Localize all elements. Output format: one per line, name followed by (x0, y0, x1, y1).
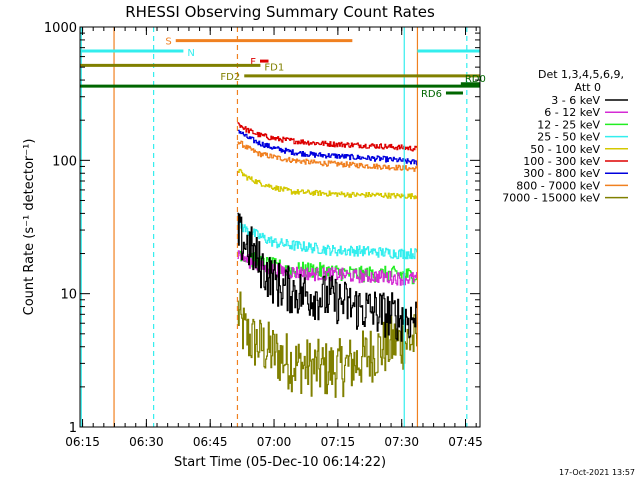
chart-title: RHESSI Observing Summary Count Rates (125, 3, 435, 21)
legend-header-line-2: Att 0 (575, 81, 601, 94)
series-50-to-100kev (237, 168, 418, 200)
flag-label-rd6: RD6 (421, 89, 442, 100)
x-axis-label: Start Time (05-Dec-10 06:14:22) (174, 455, 386, 470)
axes: 06:15 06:30 06:45 07:00 07:15 07:30 07:45 1 10 10… (44, 21, 483, 449)
x-tick-label: 07:45 (448, 435, 483, 449)
series-25-to-50kev (237, 218, 418, 260)
legend-label: 3 - 6 keV (551, 94, 600, 107)
plot-frame (79, 26, 481, 428)
legend-label: 800 - 7000 keV (516, 179, 600, 192)
legend-label: 6 - 12 keV (544, 106, 600, 119)
series-800-to-7000kev (237, 140, 418, 172)
x-tick-label: 07:15 (321, 435, 356, 449)
y-tick-label: 1 (69, 421, 77, 436)
flag-bars: S N F FD1 FD2 RD6 RD0 (80, 37, 486, 100)
x-tick-label: 07:00 (257, 435, 292, 449)
legend-header-line-1: Det 1,3,4,5,6,9, (538, 68, 624, 81)
legend-label: 12 - 25 keV (537, 118, 600, 131)
flag-label-f: F (250, 57, 256, 68)
x-tick-label: 06:30 (129, 435, 164, 449)
series-3-to-6kev (237, 212, 418, 342)
flag-label-rd0: RD0 (465, 74, 486, 85)
y-tick-label: 100 (52, 154, 77, 169)
y-tick-label: 1000 (44, 21, 77, 36)
y-tick-label: 10 (60, 288, 77, 303)
flag-label-fd2: FD2 (220, 72, 240, 83)
x-tick-label: 06:15 (65, 435, 100, 449)
timestamp: 17-Oct-2021 13:57 (559, 468, 635, 477)
legend-label: 300 - 800 keV (523, 167, 600, 180)
y-axis-label: Count Rate (s⁻¹ detector⁻¹) (22, 139, 37, 316)
series-layer (237, 122, 418, 398)
legend-label: 100 - 300 keV (523, 155, 600, 168)
flag-label-s: S (165, 37, 171, 48)
flag-label-n: N (187, 48, 194, 59)
legend-label: 50 - 100 keV (530, 143, 600, 156)
x-tick-label: 06:45 (193, 435, 228, 449)
series-100-to-300kev (237, 122, 418, 152)
series-300-to-800kev (237, 129, 418, 166)
time-markers (80, 27, 468, 427)
legend-label: 7000 - 15000 keV (502, 192, 600, 205)
series-7000-to-15000kev (237, 291, 418, 398)
flag-label-fd1: FD1 (264, 62, 284, 73)
legend-label: 25 - 50 keV (537, 131, 600, 144)
x-tick-label: 07:30 (384, 435, 419, 449)
